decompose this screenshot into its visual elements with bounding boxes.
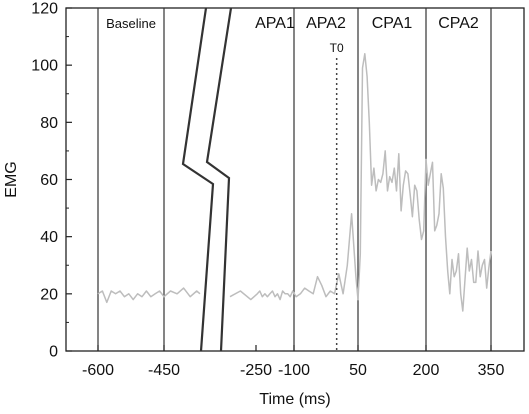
- x-axis-title: Time (ms): [259, 391, 330, 408]
- axis-break: [181, 7, 233, 352]
- plot-area: [65, 7, 525, 352]
- y-tick-label-0: 0: [49, 344, 58, 361]
- x-tick-label-50: 50: [349, 362, 367, 379]
- x-tick-label-200: 200: [413, 362, 440, 379]
- x-tick-label--450: -450: [148, 362, 180, 379]
- x-tick-label-350: 350: [478, 362, 505, 379]
- y-tick-label-100: 100: [31, 58, 58, 75]
- phase-label-apa2: APA2: [306, 15, 346, 32]
- phase-label-cpa2: CPA2: [438, 15, 479, 32]
- axis-break-line-1: [181, 7, 215, 352]
- x-tick-label--100: -100: [278, 362, 310, 379]
- axis-ticks: 0 20 40 60 80 100 120 -600 -450 -250 -100 50 200 350: [31, 1, 504, 380]
- y-tick-label-120: 120: [31, 1, 58, 18]
- phase-label-baseline: Baseline: [106, 16, 156, 31]
- y-tick-label-80: 80: [40, 115, 58, 132]
- x-tick-label--250: -250: [240, 362, 272, 379]
- phase-label-apa1: APA1: [255, 15, 295, 32]
- phase-labels: Baseline APA1 APA2 CPA1 CPA2: [106, 15, 479, 32]
- y-tick-label-40: 40: [40, 229, 58, 246]
- plot-frame: [65, 7, 525, 352]
- series-layer: [97, 52, 492, 312]
- y-tick-label-20: 20: [40, 286, 58, 303]
- phase-divider-lines: [97, 8, 492, 351]
- emg-trace-0-segment-1: [229, 52, 492, 312]
- axis-break-line-2: [205, 7, 233, 352]
- x-tick-label--600: -600: [82, 362, 114, 379]
- y-tick-label-60: 60: [40, 172, 58, 189]
- emg-trace-0-segment-0: [97, 287, 201, 304]
- y-axis-title: EMG: [3, 161, 20, 197]
- t0-label: T0: [330, 41, 344, 55]
- phase-label-cpa1: CPA1: [372, 15, 413, 32]
